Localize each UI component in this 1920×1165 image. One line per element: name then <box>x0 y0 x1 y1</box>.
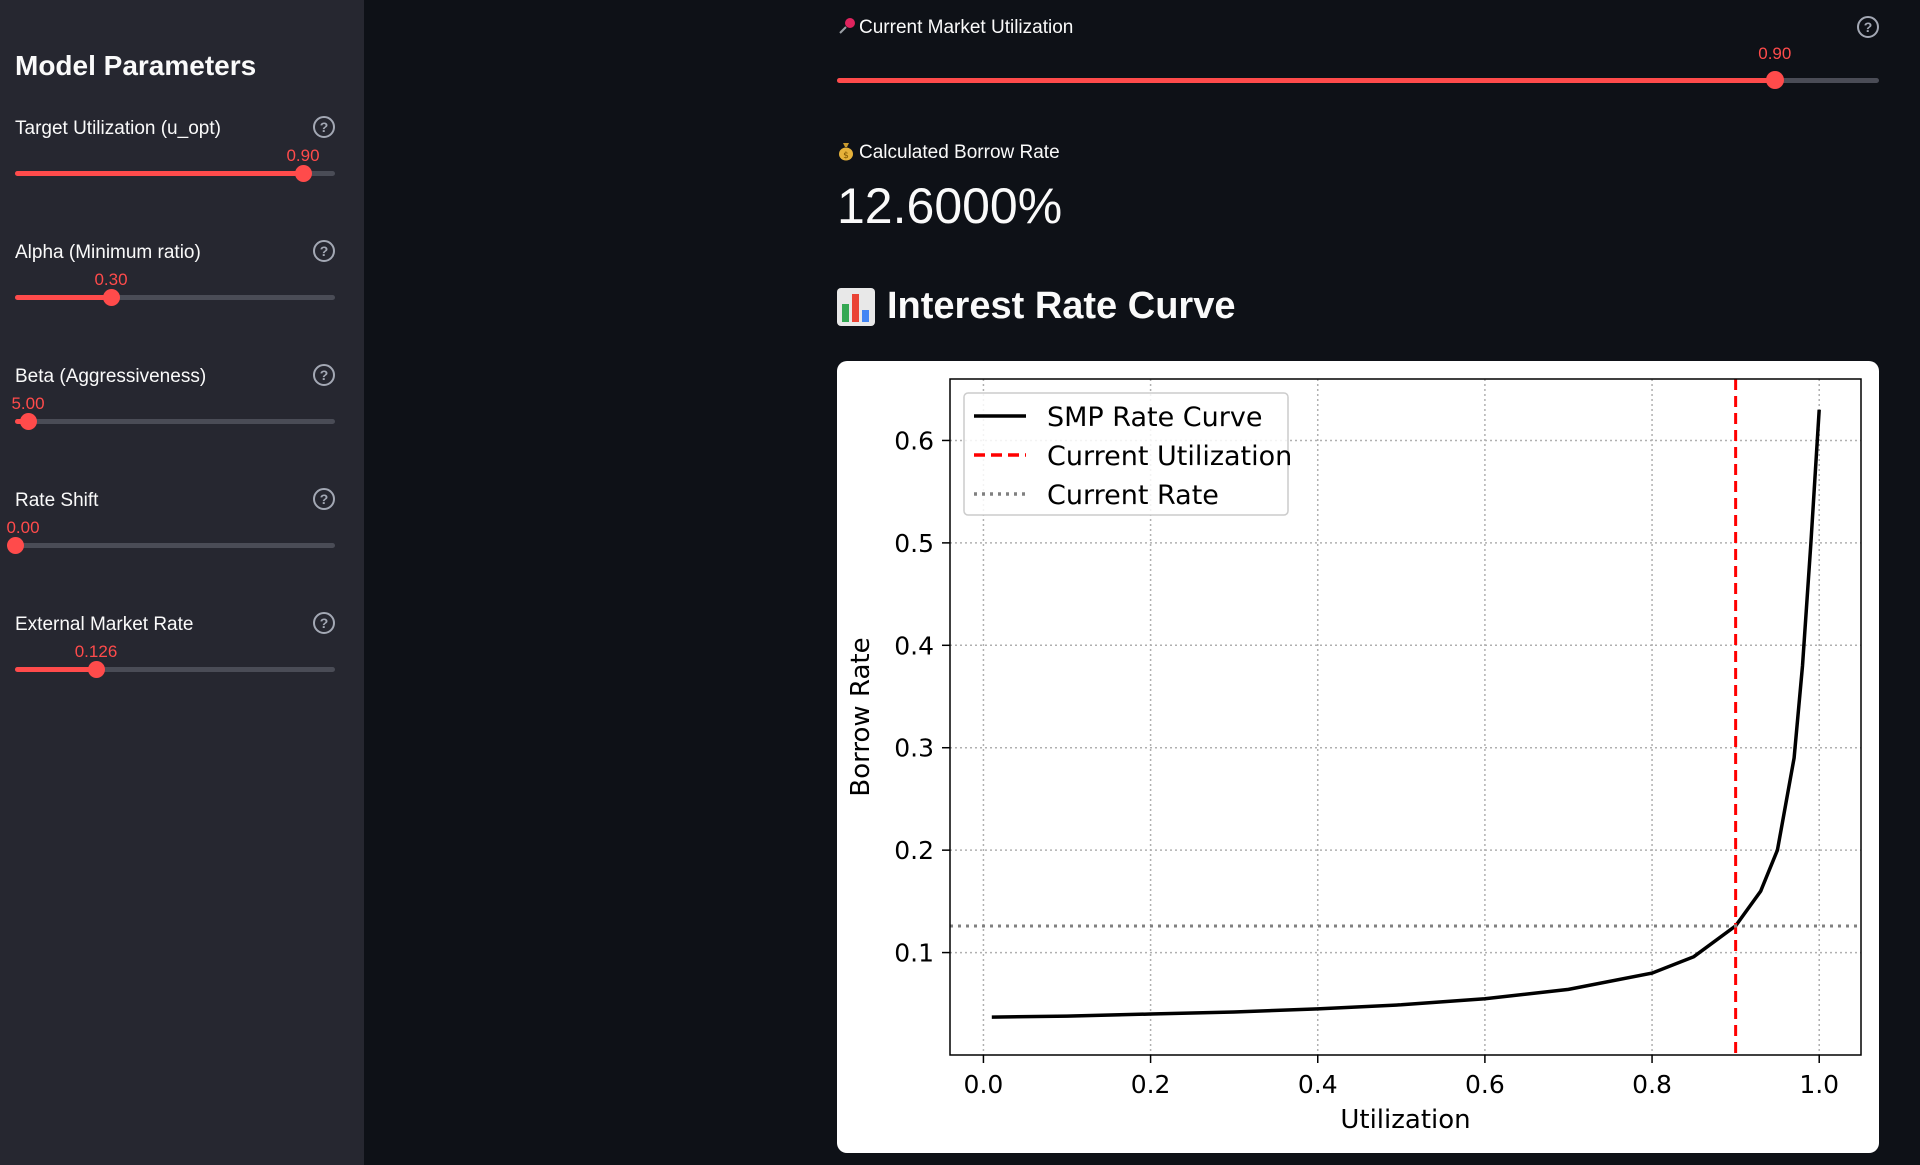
bar-chart-icon <box>837 287 875 326</box>
y-tick-label: 0.1 <box>894 939 934 968</box>
help-icon[interactable]: ? <box>313 488 335 510</box>
interest-rate-chart: 0.0 0.2 0.4 0.6 0.8 1.0 0.1 0.2 0.3 0.4 0.5 0.6 Util… <box>837 361 1879 1153</box>
utilization-label-text: Current Market Utilization <box>859 17 1074 38</box>
help-icon[interactable]: ? <box>313 116 335 138</box>
param-label: Alpha (Minimum ratio) <box>15 242 201 263</box>
help-icon[interactable]: ? <box>313 612 335 634</box>
param-label: Beta (Aggressiveness) <box>15 366 207 387</box>
money-bag-icon: $ <box>839 143 853 161</box>
param-slider[interactable] <box>15 289 335 306</box>
slider-value: 0.90 <box>286 146 320 165</box>
borrow-rate-label-text: Calculated Borrow Rate <box>859 142 1060 163</box>
param-label: External Market Rate <box>15 614 194 635</box>
borrow-rate-value: 12.6000% <box>837 178 1063 234</box>
borrow-rate-label: $ Calculated Borrow Rate <box>837 141 1060 164</box>
rate-curve-line <box>991 409 1821 1019</box>
slider-fill <box>15 295 111 300</box>
y-tick-label: 0.5 <box>894 529 934 558</box>
y-tick-label: 0.2 <box>894 836 934 865</box>
x-tick-label: 0.0 <box>964 1070 1004 1099</box>
section-heading: Interest Rate Curve <box>837 285 1235 328</box>
slider-thumb[interactable] <box>88 661 105 678</box>
param-0: Target Utilization (u_opt)? 0.90 <box>15 116 335 218</box>
slider-value: 0.30 <box>94 270 128 289</box>
y-tick-label: 0.4 <box>894 631 934 660</box>
legend-entry: SMP Rate Curve <box>1047 402 1262 433</box>
legend-entry: Current Rate <box>1047 480 1219 511</box>
legend-entry: Current Utilization <box>1047 441 1292 472</box>
slider-thumb[interactable] <box>20 413 37 430</box>
y-axis-label: Borrow Rate <box>846 637 876 796</box>
utilization-slider-group: Current Market Utilization ? 0.90 <box>837 12 1879 92</box>
utilization-slider[interactable] <box>837 71 1879 89</box>
utilization-label: Current Market Utilization <box>837 16 1073 39</box>
x-tick-label: 1.0 <box>1799 1070 1839 1099</box>
slider-thumb[interactable] <box>7 537 24 554</box>
x-tick-label: 0.8 <box>1632 1070 1672 1099</box>
x-tick-label: 0.6 <box>1465 1070 1505 1099</box>
slider-fill <box>15 171 303 176</box>
slider-fill <box>837 78 1775 83</box>
help-icon[interactable]: ? <box>1857 16 1879 38</box>
slider-value: 0.90 <box>1758 44 1792 63</box>
svg-text:$: $ <box>843 151 849 161</box>
slider-value: 0.00 <box>6 518 40 537</box>
param-3: Rate Shift? 0.00 <box>6 488 335 590</box>
slider-fill <box>15 667 96 672</box>
param-slider[interactable] <box>15 413 335 430</box>
slider-thumb[interactable] <box>103 289 120 306</box>
y-tick-label: 0.3 <box>894 734 934 763</box>
help-icon[interactable]: ? <box>313 364 335 386</box>
chart-svg: 0.0 0.2 0.4 0.6 0.8 1.0 0.1 0.2 0.3 0.4 0.5 0.6 Util… <box>846 378 1862 1135</box>
sidebar-title: Model Parameters <box>15 50 257 81</box>
pushpin-icon <box>839 18 855 34</box>
param-4: External Market Rate? 0.126 <box>15 612 335 714</box>
slider-thumb[interactable] <box>1765 71 1784 89</box>
legend-box <box>963 392 1289 516</box>
param-label: Target Utilization (u_opt) <box>15 118 221 139</box>
sidebar: Model Parameters Target Utilization (u_o… <box>0 0 364 1165</box>
help-icon[interactable]: ? <box>313 240 335 262</box>
x-tick-label: 0.4 <box>1298 1070 1338 1099</box>
section-heading-text: Interest Rate Curve <box>887 285 1236 327</box>
y-tick-label: 0.6 <box>894 426 934 455</box>
plot-frame <box>949 378 1862 1056</box>
slider-value: 5.00 <box>11 394 45 413</box>
x-axis-label: Utilization <box>1340 1105 1470 1135</box>
param-slider[interactable] <box>15 165 335 182</box>
param-1: Alpha (Minimum ratio)? 0.30 <box>15 240 335 342</box>
slider-thumb[interactable] <box>295 165 312 182</box>
slider-value: 0.126 <box>74 642 118 661</box>
param-slider[interactable] <box>7 537 335 554</box>
param-2: Beta (Aggressiveness)? 5.00 <box>11 364 335 466</box>
param-label: Rate Shift <box>15 490 99 511</box>
param-slider[interactable] <box>15 661 335 678</box>
x-tick-label: 0.2 <box>1131 1070 1171 1099</box>
